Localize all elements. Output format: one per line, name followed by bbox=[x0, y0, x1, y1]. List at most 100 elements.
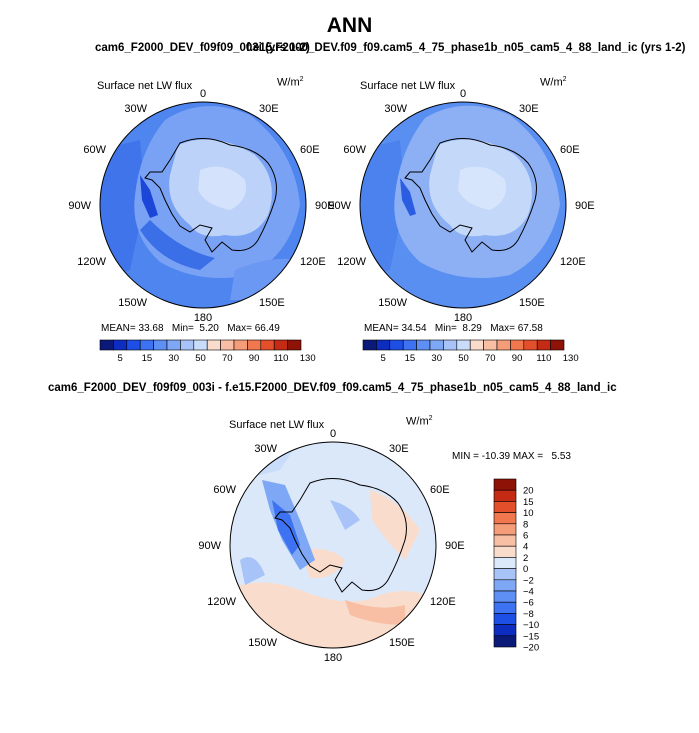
colorbar-diff-swatch bbox=[493, 624, 517, 637]
colorbar-case1-swatch bbox=[206, 339, 221, 351]
colorbar-case2-swatch bbox=[483, 339, 498, 351]
longitude-label: 30W bbox=[124, 103, 147, 115]
colorbar-case1-tick-label: 50 bbox=[195, 353, 206, 364]
longitude-label: 60E bbox=[300, 144, 320, 156]
longitude-label: 0 bbox=[200, 88, 206, 100]
colorbar-case1-swatch bbox=[126, 339, 141, 351]
colorbar-diff-swatch bbox=[493, 545, 517, 558]
colorbar-diff-tick-label: 2 bbox=[523, 553, 528, 564]
colorbar-case2-tick-label: 30 bbox=[431, 353, 442, 364]
longitude-label: 90W bbox=[68, 200, 91, 212]
colorbar-case2-tick-label: 15 bbox=[405, 353, 416, 364]
stats-case1: MEAN= 33.68 Min= 5.20 Max= 66.49 bbox=[101, 323, 280, 334]
colorbar-diff-tick-label: 0 bbox=[523, 564, 528, 575]
colorbar-case2-swatch bbox=[469, 339, 484, 351]
longitude-label: 180 bbox=[454, 312, 472, 324]
colorbar-case2-tick-label: 130 bbox=[563, 353, 579, 364]
colorbar-case2-tick-label: 90 bbox=[512, 353, 523, 364]
colorbar-case2-swatch bbox=[389, 339, 404, 351]
colorbar-diff-tick-label: −2 bbox=[523, 575, 534, 586]
stats-diff: MIN = -10.39 MAX = 5.53 bbox=[452, 451, 571, 462]
longitude-label: 120W bbox=[77, 256, 106, 268]
colorbar-case2-swatch bbox=[402, 339, 417, 351]
colorbar-diff-tick-label: 6 bbox=[523, 531, 528, 542]
longitude-label: 120E bbox=[430, 596, 456, 608]
units-label-diff: W/m2 bbox=[406, 415, 433, 428]
longitude-label: 60E bbox=[560, 144, 580, 156]
longitude-label: 30W bbox=[254, 443, 277, 455]
colorbar-case2-swatch bbox=[443, 339, 458, 351]
longitude-label: 30E bbox=[259, 103, 279, 115]
variable-label-case2: Surface net LW flux bbox=[360, 80, 456, 92]
longitude-label: 90E bbox=[315, 200, 335, 212]
map-case2 bbox=[359, 101, 567, 309]
colorbar-case1-swatch bbox=[113, 339, 128, 351]
colorbar-case1-tick-label: 110 bbox=[273, 353, 288, 364]
colorbar-case1-tick-label: 130 bbox=[300, 353, 316, 364]
colorbar-diff-tick-label: −10 bbox=[523, 620, 539, 631]
colorbar-diff-swatch bbox=[493, 590, 517, 603]
colorbar-diff-swatch bbox=[493, 601, 517, 614]
longitude-label: 120E bbox=[300, 256, 326, 268]
colorbar-diff-tick-label: −8 bbox=[523, 609, 534, 620]
longitude-label: 60W bbox=[213, 484, 236, 496]
colorbar-diff-tick-label: 8 bbox=[523, 519, 528, 530]
subtitle-diff: cam6_F2000_DEV_f09f09_003i - f.e15.F2000… bbox=[48, 382, 617, 394]
figure-title: ANN bbox=[326, 14, 373, 37]
longitude-label: 150W bbox=[248, 637, 277, 649]
stats-case2: MEAN= 34.54 Min= 8.29 Max= 67.58 bbox=[364, 323, 543, 334]
colorbar-case1-swatch bbox=[233, 339, 248, 351]
colorbar-case2-swatch bbox=[416, 339, 431, 351]
map-case1 bbox=[99, 101, 307, 309]
colorbar-case2-swatch bbox=[376, 339, 391, 351]
colorbar-diff-tick-label: 10 bbox=[523, 508, 534, 519]
colorbar-diff-swatch bbox=[493, 512, 517, 525]
colorbar-case2-swatch bbox=[536, 339, 551, 351]
longitude-label: 150E bbox=[519, 297, 545, 309]
colorbar-case1-swatch bbox=[247, 339, 262, 351]
colorbar-case1-swatch bbox=[220, 339, 235, 351]
colorbar-case1-swatch bbox=[287, 339, 302, 351]
longitude-label: 60W bbox=[343, 144, 366, 156]
units-label-case2: W/m2 bbox=[540, 76, 567, 89]
colorbar-diff-tick-label: 20 bbox=[523, 486, 534, 497]
longitude-label: 150W bbox=[118, 297, 147, 309]
colorbar-case2-tick-label: 110 bbox=[536, 353, 551, 364]
colorbar-case2-swatch bbox=[456, 339, 471, 351]
colorbar-case1-swatch bbox=[273, 339, 288, 351]
colorbar-diff-tick-label: −15 bbox=[523, 631, 539, 642]
longitude-label: 30E bbox=[519, 103, 539, 115]
colorbar-case1-swatch bbox=[180, 339, 195, 351]
colorbar-diff-swatch bbox=[493, 489, 517, 502]
longitude-labels: 0 30E 60E 90E 120E 150E 180 150W 120W 90W 60W 30W 0 3… bbox=[68, 88, 594, 664]
longitude-label: 120W bbox=[337, 256, 366, 268]
colorbar-diff-tick-label: −6 bbox=[523, 598, 534, 609]
longitude-label: 0 bbox=[330, 428, 336, 440]
colorbar-diff-swatch bbox=[493, 579, 517, 592]
colorbar-case1-swatch bbox=[166, 339, 181, 351]
colorbar-diff-swatch bbox=[493, 534, 517, 547]
colorbar-diff-tick-label: −20 bbox=[523, 643, 539, 654]
longitude-label: 90W bbox=[328, 200, 351, 212]
colorbar-case1-tick-label: 70 bbox=[222, 353, 233, 364]
longitude-label: 120W bbox=[207, 596, 236, 608]
colorbar-diff-swatch bbox=[493, 557, 517, 569]
colorbar-case2-swatch bbox=[496, 339, 511, 351]
longitude-label: 180 bbox=[194, 312, 212, 324]
longitude-label: 180 bbox=[324, 652, 342, 664]
colorbar-case2-swatch bbox=[429, 339, 444, 351]
longitude-label: 150E bbox=[389, 637, 415, 649]
colorbar-diff-swatch bbox=[493, 501, 517, 513]
colorbar-diff-tick-label: −4 bbox=[523, 587, 534, 598]
variable-label-diff: Surface net LW flux bbox=[229, 419, 325, 431]
colorbar-case2-swatch bbox=[362, 339, 377, 351]
colorbar-case2-tick-label: 50 bbox=[458, 353, 469, 364]
colorbar-diff-swatch bbox=[493, 568, 517, 581]
colorbar-case1-tick-label: 5 bbox=[117, 353, 122, 364]
units-label-case1: W/m2 bbox=[277, 76, 304, 89]
subtitle-case2: f.e15.F2000_DEV.f09_f09.cam5_4_75_phase1… bbox=[246, 42, 686, 54]
colorbar-case1-swatch bbox=[99, 339, 114, 351]
colorbar-case2-swatch bbox=[510, 339, 525, 351]
longitude-label: 30W bbox=[384, 103, 407, 115]
